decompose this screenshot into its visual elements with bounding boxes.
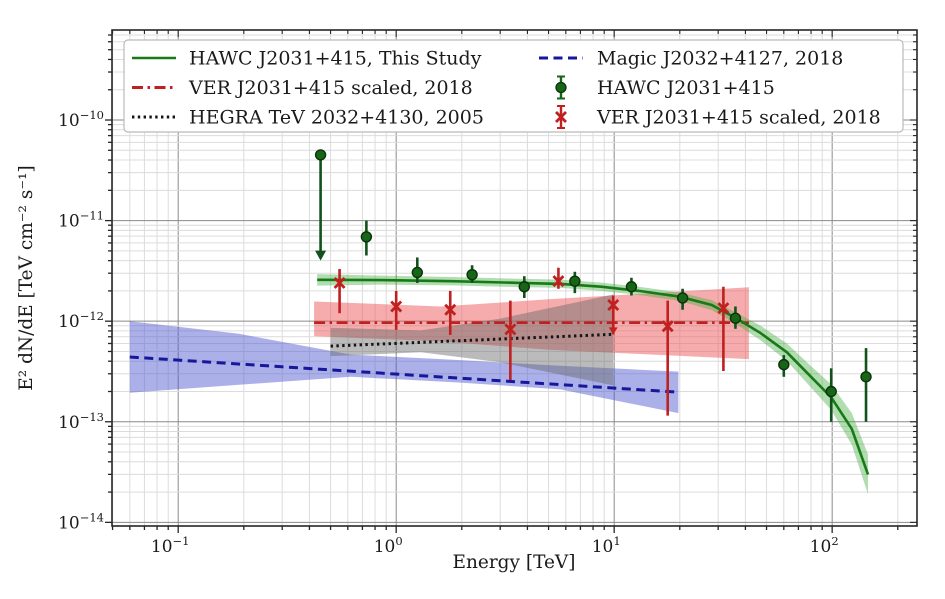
data-marker-circle [860, 371, 872, 383]
data-marker-x [552, 275, 565, 288]
data-marker-x [607, 298, 620, 311]
x-tick-label: 100 [374, 534, 403, 557]
x-tick-label: 102 [810, 534, 839, 557]
legend-entry-label: Magic J2032+4127, 2018 [597, 48, 843, 70]
x-tick-label: 101 [592, 534, 621, 557]
legend-entry-label: HAWC J2031+415 [597, 77, 775, 99]
data-marker-x [444, 303, 457, 316]
data-marker-upper-limit [314, 149, 327, 161]
legend-entry-label: VER J2031+415 scaled, 2018 [596, 107, 881, 129]
legend-entry-4: HAWC J2031+415 [555, 75, 775, 100]
legend-swatch-x-marker [555, 111, 567, 123]
legend-entry-label: VER J2031+415 scaled, 2018 [188, 77, 473, 99]
axes-frame [111, 29, 918, 527]
legend-entry-1: VER J2031+415 scaled, 2018 [132, 77, 473, 99]
legend-entry-label: HEGRA TeV 2032+4130, 2005 [189, 107, 484, 129]
data-marker-x [333, 276, 346, 289]
model-line-0 [129, 355, 679, 394]
legend-entry-2: HEGRA TeV 2032+4130, 2005 [132, 107, 484, 129]
y-tick-label: 10−10 [58, 108, 104, 131]
legend-entry-label: HAWC J2031+415, This Study [189, 48, 482, 70]
data-marker-circle [676, 292, 689, 304]
down-arrowhead [608, 327, 618, 335]
legend: HAWC J2031+415, This Study VER J2031+415 … [123, 39, 904, 133]
band-0 [129, 321, 679, 414]
y-axis-label: E² dN/dE [TeV cm⁻² s⁻¹] [16, 165, 37, 390]
tick-labels: 10−1 100 101 102 10−10 10−11 10−12 10−13 10−14 [58, 108, 839, 557]
band-1 [314, 287, 749, 360]
model-lines [129, 278, 870, 475]
legend-entry-3: Magic J2032+4127, 2018 [539, 48, 843, 70]
data-marker-circle [778, 358, 790, 371]
data-series-1 [333, 267, 730, 416]
data-marker-circle [569, 275, 581, 287]
data-marker-x [390, 300, 403, 313]
upper-limit-arrowhead [315, 250, 327, 261]
data-marker-circle [466, 268, 478, 281]
y-tick-label: 10−14 [58, 510, 104, 533]
data-marker-circle [518, 281, 530, 293]
data-marker-circle [729, 312, 742, 324]
plot-border [111, 29, 918, 527]
axis-ticks [105, 30, 917, 533]
model-line-3 [317, 278, 870, 475]
x-axis-label: Energy [TeV] [452, 552, 575, 573]
y-tick-label: 10−11 [58, 209, 104, 232]
data-points [314, 149, 872, 422]
x-tick-label: 10−1 [151, 534, 190, 557]
confidence-bands [129, 274, 868, 495]
data-series-0 [314, 149, 872, 422]
y-tick-label: 10−12 [58, 309, 104, 332]
data-marker-x [717, 302, 730, 315]
legend-entry-0: HAWC J2031+415, This Study [132, 48, 482, 70]
y-tick-label: 10−13 [58, 410, 104, 433]
model-line-2 [330, 332, 615, 348]
legend-swatch-circle-marker [555, 81, 567, 94]
data-marker-circle [625, 281, 638, 293]
data-marker-circle [360, 231, 373, 243]
legend-box [123, 39, 904, 133]
data-marker-x [661, 320, 674, 333]
legend-entry-5: VER J2031+415 scaled, 2018 [555, 105, 881, 129]
data-marker-x [504, 323, 517, 336]
data-marker-circle [411, 266, 424, 279]
data-marker-circle [825, 385, 837, 398]
